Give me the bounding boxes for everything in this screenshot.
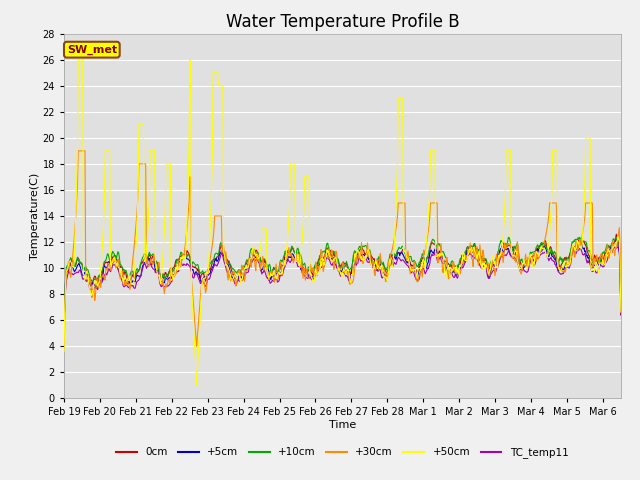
+5cm <box>319 258 326 264</box>
+50cm <box>63 268 70 274</box>
Line: +30cm: +30cm <box>64 151 621 346</box>
TC_temp11 <box>60 317 68 323</box>
+50cm <box>475 252 483 257</box>
+30cm <box>74 148 82 154</box>
0cm <box>319 255 326 261</box>
0cm <box>473 246 481 252</box>
+10cm <box>63 265 70 271</box>
Line: +10cm: +10cm <box>64 237 621 320</box>
0cm <box>612 231 620 237</box>
Legend: 0cm, +5cm, +10cm, +30cm, +50cm, TC_temp11: 0cm, +5cm, +10cm, +30cm, +50cm, TC_temp1… <box>112 443 573 463</box>
TC_temp11 <box>63 278 70 284</box>
+50cm <box>74 57 82 62</box>
+30cm <box>474 250 481 256</box>
+50cm <box>139 122 147 128</box>
+10cm <box>576 234 584 240</box>
0cm <box>298 261 305 267</box>
Line: 0cm: 0cm <box>64 234 621 320</box>
+10cm <box>460 252 467 257</box>
+50cm <box>300 225 307 230</box>
+10cm <box>60 317 68 323</box>
Title: Water Temperature Profile B: Water Temperature Profile B <box>225 12 460 31</box>
+5cm <box>63 269 70 275</box>
TC_temp11 <box>460 264 467 269</box>
+30cm <box>63 268 70 274</box>
0cm <box>138 259 146 265</box>
+5cm <box>138 266 146 272</box>
Text: SW_met: SW_met <box>67 45 117 55</box>
TC_temp11 <box>319 264 326 270</box>
0cm <box>460 252 467 257</box>
Y-axis label: Temperature(C): Temperature(C) <box>29 172 40 260</box>
TC_temp11 <box>473 256 481 262</box>
+50cm <box>193 383 200 388</box>
0cm <box>60 317 68 323</box>
+50cm <box>461 257 468 263</box>
+30cm <box>319 269 327 275</box>
TC_temp11 <box>611 244 619 250</box>
+10cm <box>138 257 146 263</box>
0cm <box>617 312 625 318</box>
Line: +5cm: +5cm <box>64 239 621 320</box>
X-axis label: Time: Time <box>329 420 356 430</box>
TC_temp11 <box>298 267 305 273</box>
Line: TC_temp11: TC_temp11 <box>64 247 621 320</box>
+30cm <box>298 268 306 274</box>
+10cm <box>319 249 326 254</box>
+10cm <box>617 305 625 311</box>
+30cm <box>139 161 147 167</box>
+5cm <box>298 267 305 273</box>
+50cm <box>617 309 625 315</box>
+50cm <box>320 260 328 265</box>
0cm <box>63 268 70 274</box>
+30cm <box>460 256 468 262</box>
+30cm <box>617 269 625 275</box>
+30cm <box>60 343 68 349</box>
TC_temp11 <box>138 268 146 274</box>
+5cm <box>60 317 68 323</box>
Line: +50cm: +50cm <box>64 60 621 385</box>
+5cm <box>617 311 625 316</box>
+5cm <box>612 236 620 241</box>
+10cm <box>473 248 481 253</box>
+50cm <box>60 349 68 355</box>
+5cm <box>460 257 467 263</box>
TC_temp11 <box>617 312 625 317</box>
+10cm <box>298 255 305 261</box>
+5cm <box>473 253 481 259</box>
